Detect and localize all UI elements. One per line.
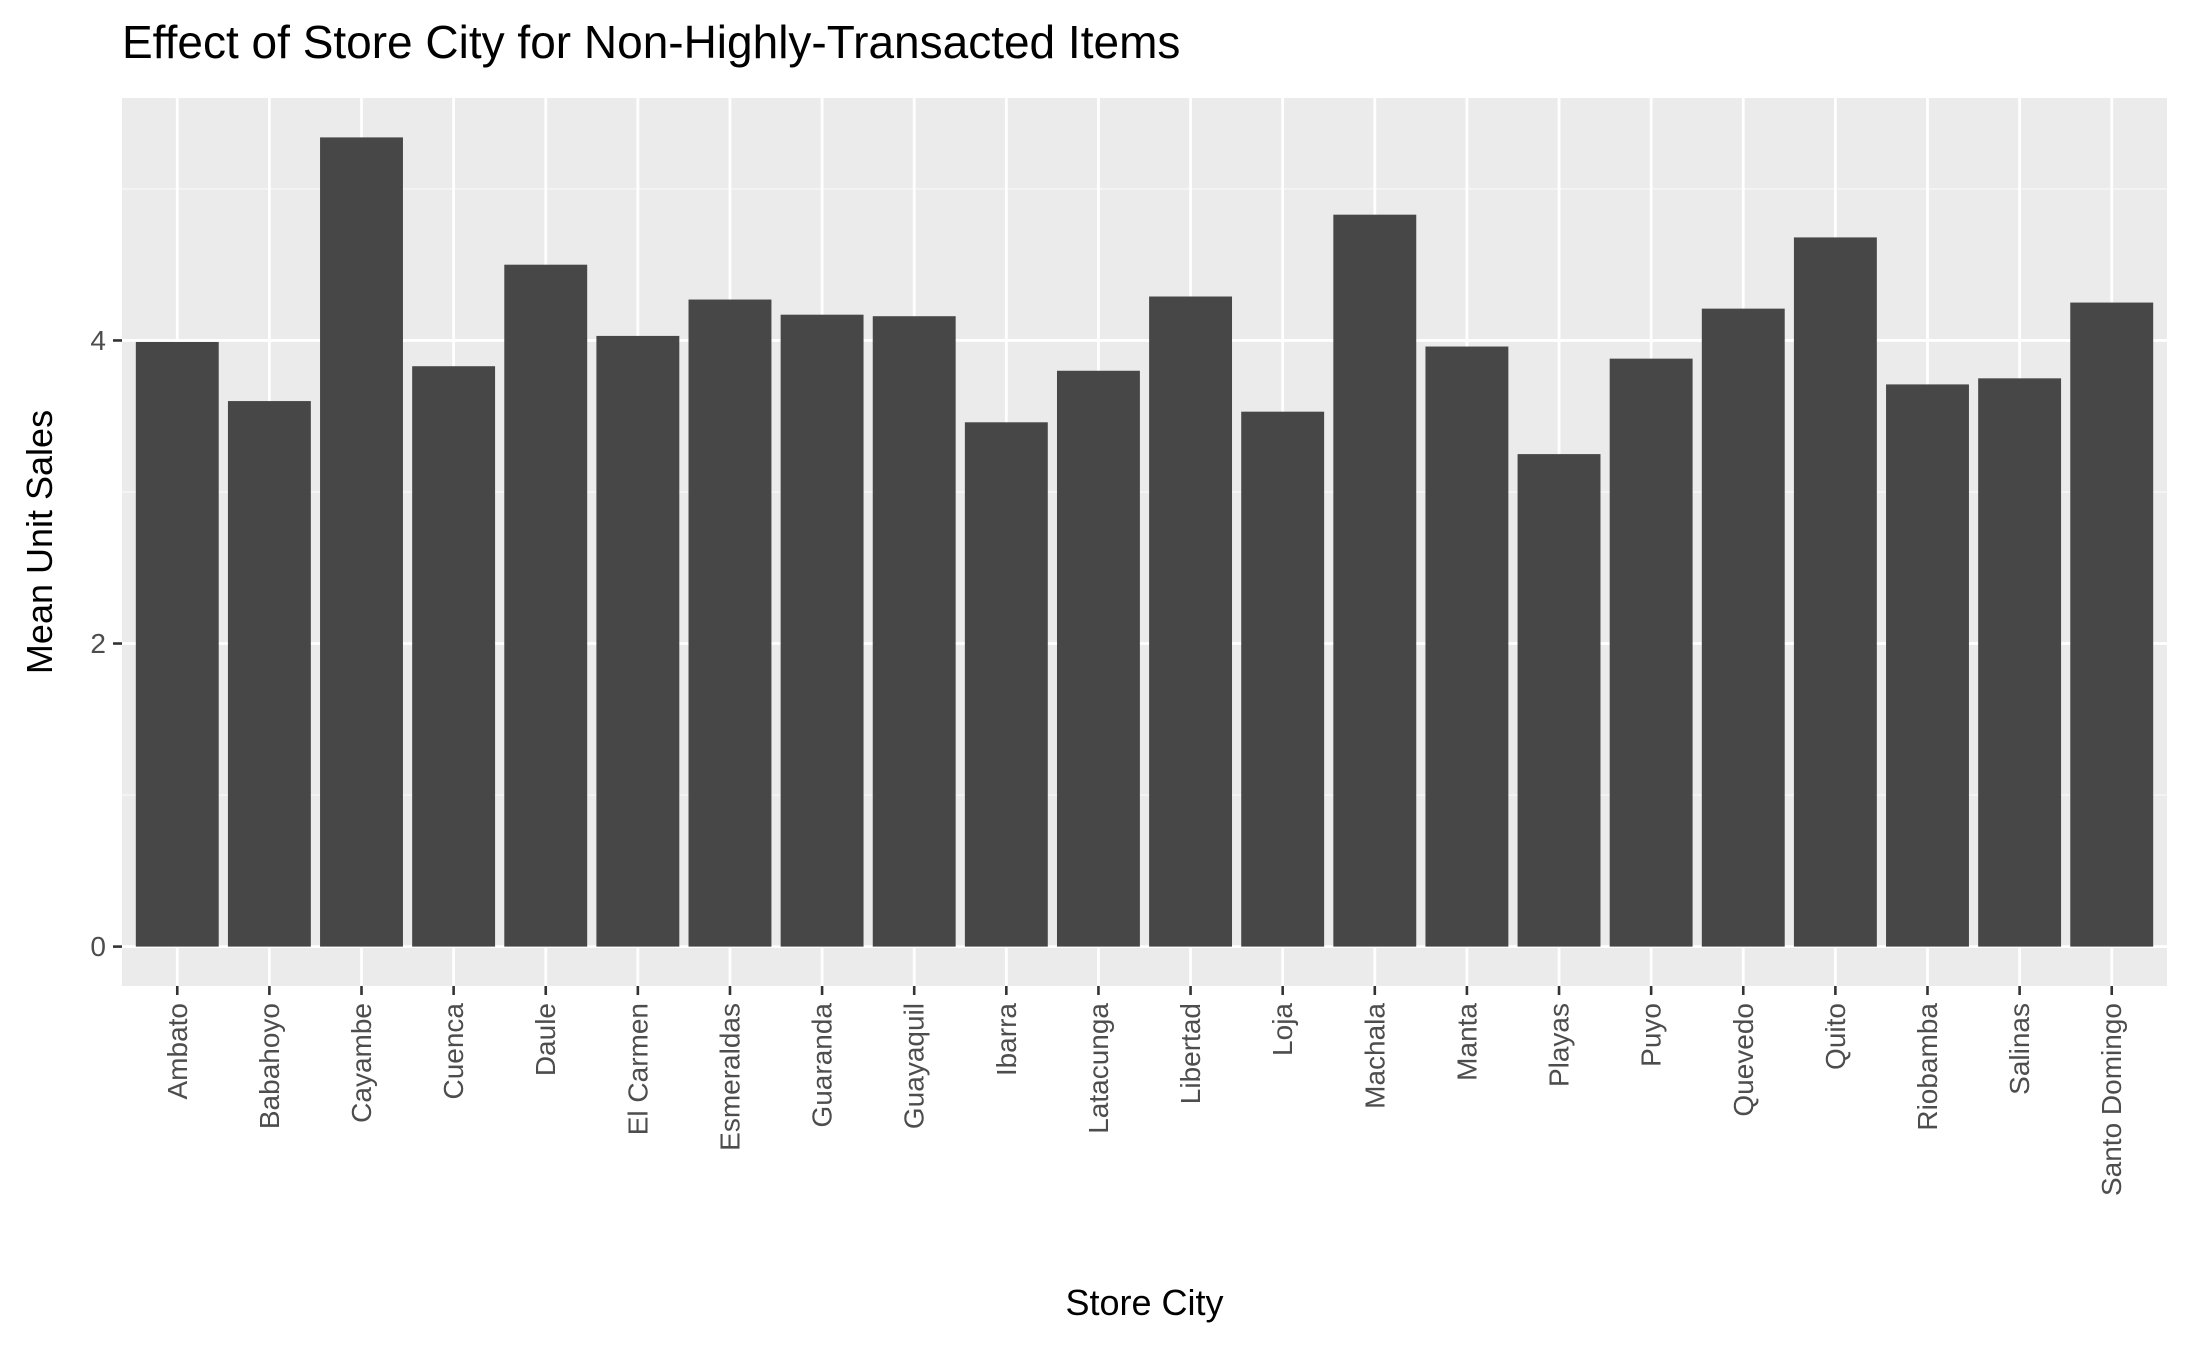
x-tick-label: Puyo bbox=[1636, 1003, 1667, 1067]
bar-el-carmen bbox=[596, 335, 680, 947]
y-tick-label: 0 bbox=[90, 931, 106, 962]
x-tick-label: Guaranda bbox=[807, 1003, 838, 1128]
bar-cuenca bbox=[412, 366, 496, 947]
x-tick-label: Daule bbox=[530, 1003, 561, 1076]
bar-daule bbox=[504, 264, 588, 947]
bar-machala bbox=[1333, 214, 1417, 947]
x-tick-label: Playas bbox=[1544, 1003, 1575, 1087]
bar-esmeraldas bbox=[688, 299, 772, 947]
bar-guayaquil bbox=[872, 316, 956, 947]
x-tick-label: Quevedo bbox=[1728, 1003, 1759, 1117]
x-tick-label: Cayambe bbox=[346, 1003, 377, 1123]
bar-ibarra bbox=[964, 422, 1048, 947]
x-tick-label: Machala bbox=[1359, 1003, 1390, 1109]
x-axis: Ambato Babahoyo Cayambe Cuenca Daule El Carme… bbox=[162, 986, 2127, 1196]
bar-libertad bbox=[1149, 296, 1233, 947]
y-tick-label: 4 bbox=[90, 325, 106, 356]
x-tick-label: Manta bbox=[1451, 1003, 1482, 1081]
x-tick-label: Ambato bbox=[162, 1003, 193, 1100]
x-axis-title: Store City bbox=[1065, 1282, 1223, 1323]
bar-cayambe bbox=[320, 137, 403, 947]
x-tick-label: Riobamba bbox=[1912, 1003, 1943, 1131]
x-tick-label: Santo Domingo bbox=[2096, 1003, 2127, 1196]
bar-loja bbox=[1241, 411, 1325, 947]
x-tick-label: Loja bbox=[1267, 1003, 1298, 1056]
chart-title: Effect of Store City for Non-Highly-Tran… bbox=[122, 16, 1180, 68]
y-axis-title: Mean Unit Sales bbox=[19, 410, 60, 674]
x-tick-label: El Carmen bbox=[622, 1003, 653, 1135]
bar-salinas bbox=[1978, 378, 2062, 947]
x-tick-label: Salinas bbox=[2004, 1003, 2035, 1095]
x-tick-label: Quito bbox=[1820, 1003, 1851, 1070]
bar-guaranda bbox=[780, 314, 864, 947]
bars bbox=[135, 137, 2154, 947]
bar-puyo bbox=[1609, 358, 1693, 947]
bar-ambato bbox=[135, 341, 219, 947]
x-tick-label: Esmeraldas bbox=[714, 1003, 745, 1151]
bar-playas bbox=[1517, 454, 1601, 947]
x-tick-label: Cuenca bbox=[438, 1003, 469, 1100]
x-tick-label: Latacunga bbox=[1083, 1003, 1114, 1134]
y-tick-label: 2 bbox=[90, 628, 106, 659]
y-axis: 0 2 4 bbox=[90, 325, 122, 962]
bar-latacunga bbox=[1056, 370, 1140, 947]
bar-manta bbox=[1425, 346, 1509, 947]
bar-babahoyo bbox=[227, 401, 311, 947]
x-tick-label: Guayaquil bbox=[899, 1003, 930, 1129]
bar-quito bbox=[1793, 237, 1877, 947]
x-tick-label: Babahoyo bbox=[254, 1003, 285, 1129]
bar-riobamba bbox=[1886, 384, 1969, 947]
x-tick-label: Libertad bbox=[1175, 1003, 1206, 1104]
x-tick-label: Ibarra bbox=[991, 1003, 1022, 1077]
bar-santo-domingo bbox=[2070, 302, 2154, 947]
bar-quevedo bbox=[1701, 308, 1785, 947]
